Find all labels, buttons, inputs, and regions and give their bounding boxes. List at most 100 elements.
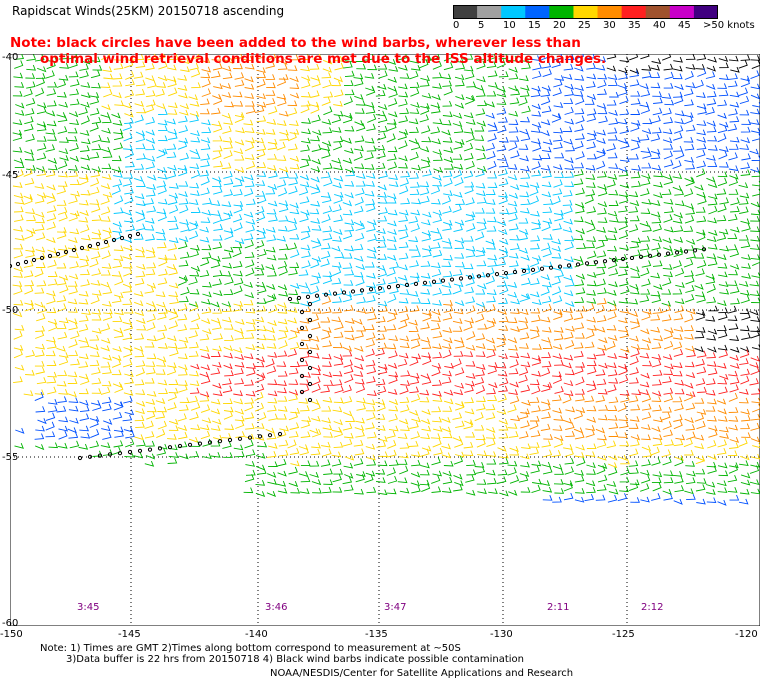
wind-barb (486, 289, 497, 296)
wind-barb (542, 326, 552, 333)
wind-barb (399, 289, 410, 295)
wind-barb (344, 192, 354, 199)
wind-barb (739, 388, 749, 395)
wind-barb (630, 120, 641, 126)
wind-barb (619, 486, 629, 493)
wind-barb (751, 388, 760, 395)
wind-barb (485, 275, 495, 285)
wind-barb (740, 408, 751, 415)
wind-barb (178, 369, 188, 376)
wind-barb (476, 54, 487, 62)
wind-barb (89, 440, 100, 449)
wind-barb (520, 384, 531, 393)
wind-barb (695, 468, 706, 475)
wind-barb (574, 496, 585, 503)
wind-barb (114, 276, 124, 286)
wind-barb (574, 85, 584, 91)
lon-label: -125 (612, 629, 635, 640)
wind-barb (200, 57, 211, 64)
wind-barb (178, 384, 188, 393)
wind-barb (34, 224, 45, 231)
wind-barb (661, 304, 671, 313)
wind-barb (354, 135, 365, 143)
wind-barb (563, 492, 574, 501)
wind-barb (265, 98, 276, 106)
wind-barb (365, 107, 376, 114)
wind-barb (563, 218, 573, 225)
wind-barb (496, 59, 506, 69)
wind-barb (56, 295, 67, 303)
wind-barb (58, 148, 69, 155)
wind-barb (91, 314, 102, 321)
wind-barb (740, 169, 751, 176)
wind-barb (34, 301, 44, 308)
wind-barb (410, 471, 421, 478)
wind-barb (398, 162, 408, 169)
wind-barb (751, 133, 760, 142)
wind-barb (158, 388, 168, 395)
wind-barb (279, 243, 289, 251)
wind-barb (37, 305, 47, 314)
wind-barb (90, 295, 100, 305)
wind-barb (254, 105, 265, 114)
wind-barb (36, 136, 47, 142)
contamination-marker (63, 249, 69, 255)
wind-barb (114, 309, 124, 316)
wind-barb (653, 284, 663, 290)
wind-barb (276, 141, 286, 151)
wind-barb (464, 214, 475, 223)
wind-barb (277, 413, 287, 420)
wind-barb (608, 260, 618, 269)
wind-barb (717, 125, 728, 134)
wind-barb (564, 54, 575, 61)
wind-barb (343, 112, 353, 119)
wind-barb (629, 283, 639, 290)
wind-barb (332, 267, 342, 277)
wind-barb (718, 228, 729, 235)
wind-barb (288, 466, 298, 475)
wind-barb (510, 243, 520, 251)
wind-barb (540, 153, 551, 160)
wind-barb (144, 460, 155, 467)
wind-barb (122, 332, 133, 341)
wind-barb (476, 90, 486, 97)
wind-barb (342, 200, 353, 207)
wind-barb (366, 454, 376, 461)
wind-barb (619, 330, 630, 339)
wind-barb (565, 301, 575, 308)
wind-barb (585, 425, 596, 431)
wind-barb (574, 124, 584, 132)
wind-barb (575, 151, 585, 160)
wind-barb (178, 353, 188, 360)
wind-barb (144, 341, 155, 348)
wind-barb (112, 80, 123, 87)
wind-barb (608, 454, 618, 461)
wind-barb (213, 95, 223, 105)
wind-barb (455, 199, 466, 205)
wind-barb (46, 205, 57, 213)
wind-barb (177, 324, 188, 332)
wind-barb (454, 237, 465, 244)
wind-barb (179, 58, 190, 65)
wind-barb (188, 395, 199, 404)
wind-barb (727, 450, 738, 456)
wind-barb (14, 234, 25, 241)
contamination-marker (575, 262, 581, 267)
colorbar-label: 20 (553, 20, 566, 31)
wind-barb (485, 433, 496, 439)
wind-barb (34, 287, 45, 294)
wind-barb (608, 200, 619, 207)
wind-barb (696, 54, 707, 61)
wind-barb (476, 60, 486, 70)
wind-barb (741, 273, 752, 279)
wind-barb (189, 111, 200, 117)
wind-barb (707, 135, 718, 142)
wind-barb (321, 214, 331, 223)
wind-barb (719, 426, 729, 433)
wind-barb (300, 54, 311, 60)
wind-barb (146, 282, 157, 289)
wind-barb (235, 176, 245, 183)
wind-barb (431, 309, 441, 316)
wind-barb (663, 198, 674, 205)
wind-barb (255, 129, 266, 135)
